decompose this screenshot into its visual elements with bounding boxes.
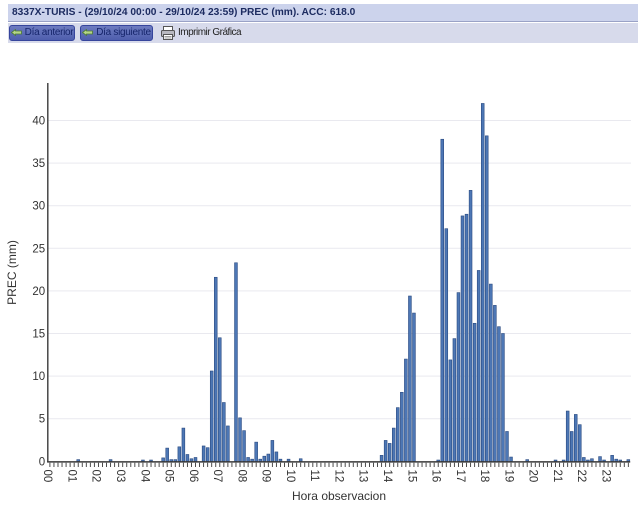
svg-text:PREC (mm): PREC (mm) <box>5 240 19 305</box>
svg-text:16: 16 <box>430 470 442 483</box>
svg-text:12: 12 <box>332 470 344 483</box>
svg-text:20: 20 <box>32 286 45 298</box>
svg-text:03: 03 <box>114 470 126 483</box>
svg-text:0: 0 <box>39 456 45 468</box>
svg-text:11: 11 <box>308 470 320 482</box>
svg-text:5: 5 <box>39 414 45 426</box>
svg-text:06: 06 <box>187 470 199 483</box>
svg-text:40: 40 <box>32 116 45 128</box>
svg-text:15: 15 <box>32 329 45 341</box>
svg-text:20: 20 <box>527 470 539 483</box>
svg-text:25: 25 <box>32 243 45 255</box>
svg-text:21: 21 <box>551 470 563 483</box>
svg-text:17: 17 <box>454 470 466 483</box>
svg-text:00: 00 <box>41 470 53 483</box>
svg-text:23: 23 <box>599 470 611 483</box>
svg-text:09: 09 <box>260 470 272 483</box>
svg-text:10: 10 <box>32 371 45 383</box>
svg-text:19: 19 <box>502 470 514 483</box>
svg-text:14: 14 <box>381 470 393 483</box>
svg-text:30: 30 <box>32 201 45 213</box>
svg-text:01: 01 <box>65 470 77 483</box>
svg-text:08: 08 <box>235 470 247 483</box>
svg-text:22: 22 <box>575 470 587 483</box>
svg-text:Hora observacion: Hora observacion <box>292 489 386 503</box>
svg-text:13: 13 <box>357 470 369 483</box>
svg-text:35: 35 <box>32 158 45 170</box>
svg-text:04: 04 <box>138 470 150 483</box>
svg-text:07: 07 <box>211 470 223 483</box>
svg-text:10: 10 <box>284 470 296 483</box>
svg-text:15: 15 <box>405 470 417 483</box>
svg-text:18: 18 <box>478 470 490 483</box>
svg-text:05: 05 <box>163 470 175 483</box>
svg-text:02: 02 <box>90 470 102 483</box>
